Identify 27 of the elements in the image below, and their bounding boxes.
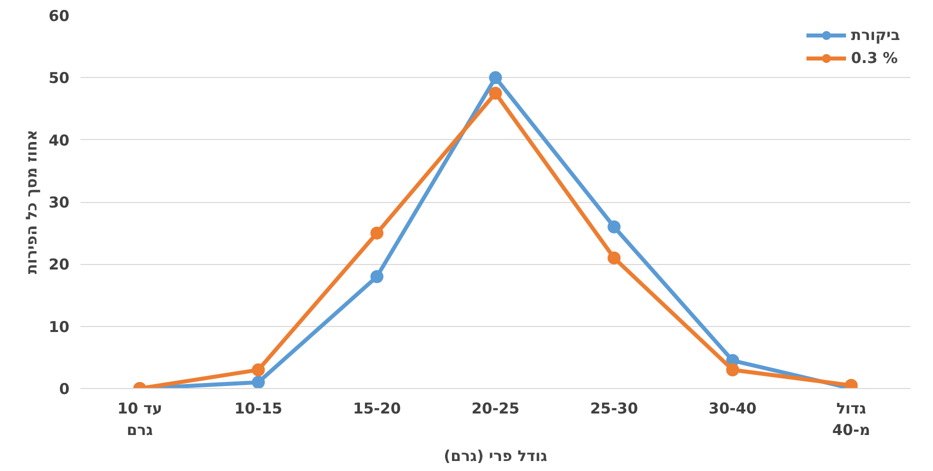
y-tick-label: 0 (59, 380, 70, 398)
x-tick-label: עד 10 גרם (117, 400, 162, 440)
x-tick-label: 10-15 (234, 400, 282, 418)
y-tick-label: 50 (48, 69, 70, 88)
point (489, 86, 502, 100)
y-tick-label: 20 (48, 256, 70, 274)
x-tick-label: גדול מ-40 (832, 400, 870, 440)
point (252, 363, 265, 376)
point (608, 220, 621, 234)
x-tick-label: 20-25 (472, 400, 520, 418)
point (608, 251, 621, 264)
point (489, 71, 502, 84)
y-tick-label: 40 (48, 131, 70, 150)
y-tick-label: 10 (48, 318, 70, 336)
point (252, 376, 265, 388)
point (370, 270, 384, 284)
legend-label: ביקורת (850, 26, 900, 44)
x-tick-label: 15-20 (352, 400, 401, 418)
legend-label: 0.3 % (850, 49, 898, 67)
point (370, 226, 384, 240)
y-axis-title: אחוז מסך כל הפירות (22, 130, 41, 274)
x-tick-label: 30-40 (708, 400, 757, 418)
x-tick-label: 25-30 (590, 400, 638, 418)
x-axis-title: גודל פרי (גרם) (444, 447, 548, 466)
y-tick-label: 30 (48, 194, 70, 212)
y-tick-label: 60 (48, 7, 70, 25)
point (726, 363, 740, 376)
